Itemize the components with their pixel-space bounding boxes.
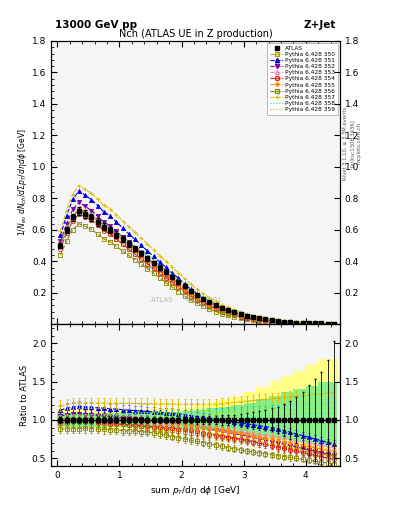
X-axis label: sum $p_T$/d$\eta$ d$\phi$ [GeV]: sum $p_T$/d$\eta$ d$\phi$ [GeV] xyxy=(150,484,241,497)
Title: Nch (ATLAS UE in Z production): Nch (ATLAS UE in Z production) xyxy=(119,29,272,39)
Text: Rivet 3.1.10, ≥ 3.3M events: Rivet 3.1.10, ≥ 3.3M events xyxy=(343,106,347,180)
Legend: ATLAS, Pythia 6.428 350, Pythia 6.428 351, Pythia 6.428 352, Pythia 6.428 353, P: ATLAS, Pythia 6.428 350, Pythia 6.428 35… xyxy=(267,42,338,115)
Text: Z+Jet: Z+Jet xyxy=(304,20,336,30)
Y-axis label: $1/N_{ev}$ $dN_{ch}/d\Sigma p_T/d\eta d\phi$ [GeV]: $1/N_{ev}$ $dN_{ch}/d\Sigma p_T/d\eta d\… xyxy=(16,129,29,237)
Text: ATLAS      41736531: ATLAS 41736531 xyxy=(151,296,222,303)
Text: mcplots.cern.ch: mcplots.cern.ch xyxy=(357,122,362,164)
Text: 13000 GeV pp: 13000 GeV pp xyxy=(55,20,137,30)
Y-axis label: Ratio to ATLAS: Ratio to ATLAS xyxy=(20,365,29,425)
Text: [arXiv:1306.3436]: [arXiv:1306.3436] xyxy=(350,119,355,167)
